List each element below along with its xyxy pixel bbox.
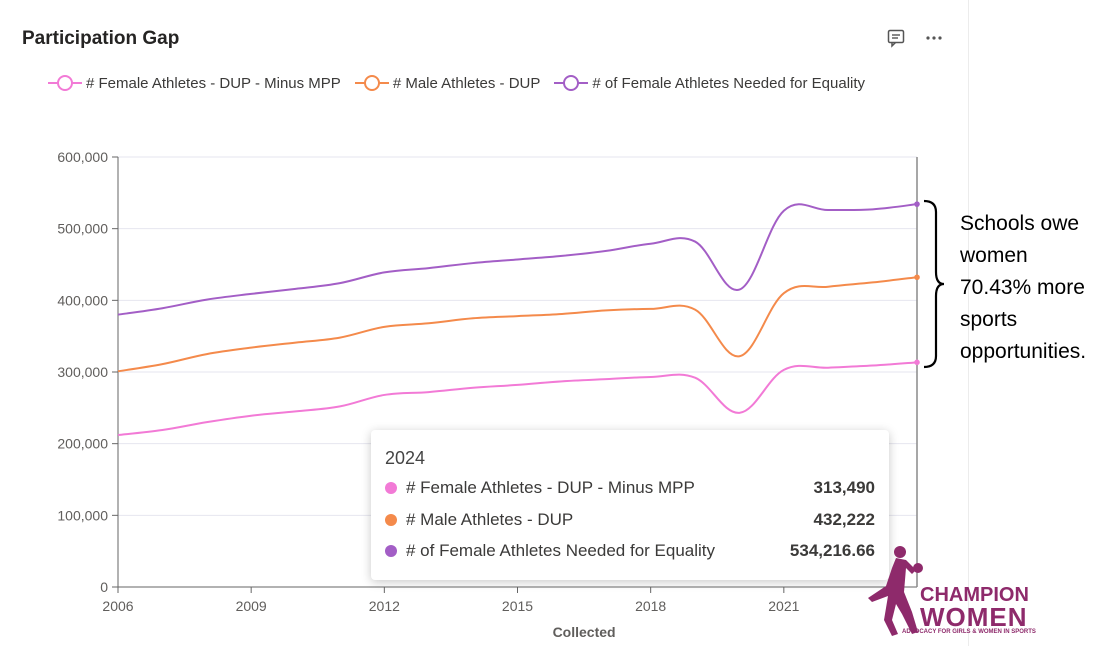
tooltip-title: 2024 xyxy=(385,448,426,468)
tooltip-row: # Female Athletes - DUP - Minus MPP 313,… xyxy=(385,478,875,498)
logo-word: WOMEN xyxy=(920,602,1028,632)
x-tick-label: 2006 xyxy=(102,598,133,614)
y-tick-label: 600,000 xyxy=(57,149,108,165)
legend-label: # of Female Athletes Needed for Equality xyxy=(592,74,866,92)
annotation-line: women xyxy=(960,244,1028,267)
chart-title: Participation Gap xyxy=(22,28,180,49)
series-line-1 xyxy=(117,276,918,373)
tooltip-value: 432,222 xyxy=(813,510,875,529)
chart-card: Participation Gap # Female Athletes - DU… xyxy=(22,0,969,646)
line-chart: 0 100,000 200,000 300,000 400,000 500,000 600,… xyxy=(57,149,920,640)
bracket-icon xyxy=(923,199,945,369)
champion-women-logo: CHAMPION WOMEN ADVOCACY FOR GIRLS & WOME… xyxy=(866,540,1052,640)
more-options-icon[interactable] xyxy=(924,28,944,48)
y-tick-label: 300,000 xyxy=(57,364,108,380)
tooltip-label: # Female Athletes - DUP - Minus MPP xyxy=(406,478,695,497)
legend-label: # Male Athletes - DUP xyxy=(392,74,541,92)
annotation-line: 70.43% more xyxy=(960,276,1085,299)
series-point-1 xyxy=(914,274,920,281)
legend-item-female-dup[interactable]: # Female Athletes - DUP - Minus MPP xyxy=(48,73,341,93)
legend-marker-icon xyxy=(554,75,589,91)
tooltip-label: # Male Athletes - DUP xyxy=(406,510,574,529)
comment-icon[interactable] xyxy=(886,28,906,48)
x-axis-title: Collected xyxy=(553,624,616,640)
x-tick-label: 2009 xyxy=(236,598,267,614)
x-tick-label: 2018 xyxy=(635,598,666,614)
y-tick-label: 200,000 xyxy=(57,436,108,452)
legend-label: # Female Athletes - DUP - Minus MPP xyxy=(86,74,341,92)
y-tick-label: 500,000 xyxy=(57,221,108,237)
legend-item-equality[interactable]: # of Female Athletes Needed for Equality xyxy=(554,73,865,93)
legend-marker-icon xyxy=(48,75,82,91)
annotation-text: Schools owe women 70.43% more sports opp… xyxy=(960,208,1110,368)
x-tick-label: 2012 xyxy=(369,598,400,614)
series-point-2 xyxy=(914,201,920,207)
legend-item-male-dup[interactable]: # Male Athletes - DUP xyxy=(354,73,541,93)
tooltip-row: # Male Athletes - DUP 432,222 xyxy=(385,510,875,530)
y-tick-label: 0 xyxy=(100,579,108,595)
logo-word: CHAMPION xyxy=(920,584,1029,606)
series-dot-icon xyxy=(385,545,397,557)
tooltip-value: 313,490 xyxy=(813,478,875,497)
chart-legend: # Female Athletes - DUP - Minus MPP # Ma… xyxy=(48,73,879,93)
chart-tooltip: 2024 # Female Athletes - DUP - Minus MPP… xyxy=(371,430,889,580)
tooltip-row: # of Female Athletes Needed for Equality… xyxy=(385,541,875,561)
tooltip-value: 534,216.66 xyxy=(789,541,875,560)
legend-marker-icon xyxy=(354,75,389,91)
series-point-0 xyxy=(914,359,920,366)
x-tick-label: 2015 xyxy=(502,598,533,614)
series-line-2 xyxy=(117,203,918,316)
series-dot-icon xyxy=(385,514,397,526)
series-dot-icon xyxy=(385,482,397,494)
x-tick-label: 2021 xyxy=(768,598,799,614)
series-line-0 xyxy=(117,361,918,437)
annotation-line: Schools owe xyxy=(960,212,1080,235)
tooltip-label: # of Female Athletes Needed for Equality xyxy=(406,541,716,560)
y-tick-label: 100,000 xyxy=(57,507,108,523)
annotation-line: sports xyxy=(960,308,1018,331)
y-tick-label: 400,000 xyxy=(57,292,108,308)
annotation-line: opportunities. xyxy=(960,340,1087,363)
athlete-silhouette-icon xyxy=(868,546,923,636)
logo-tagline: ADVOCACY FOR GIRLS & WOMEN IN SPORTS xyxy=(902,629,1036,635)
